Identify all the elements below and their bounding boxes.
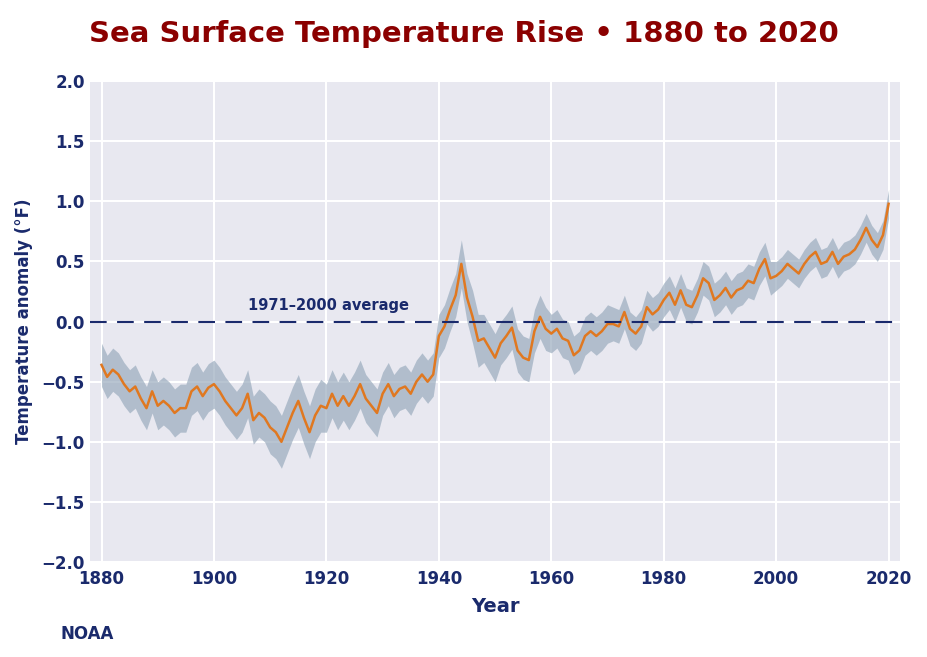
Text: NOAA: NOAA	[60, 625, 114, 643]
X-axis label: Year: Year	[470, 597, 519, 616]
Text: Sea Surface Temperature Rise • 1880 to 2020: Sea Surface Temperature Rise • 1880 to 2…	[89, 20, 838, 48]
Text: 1971–2000 average: 1971–2000 average	[248, 298, 408, 313]
Y-axis label: Temperature anomaly (°F): Temperature anomaly (°F)	[15, 199, 33, 444]
